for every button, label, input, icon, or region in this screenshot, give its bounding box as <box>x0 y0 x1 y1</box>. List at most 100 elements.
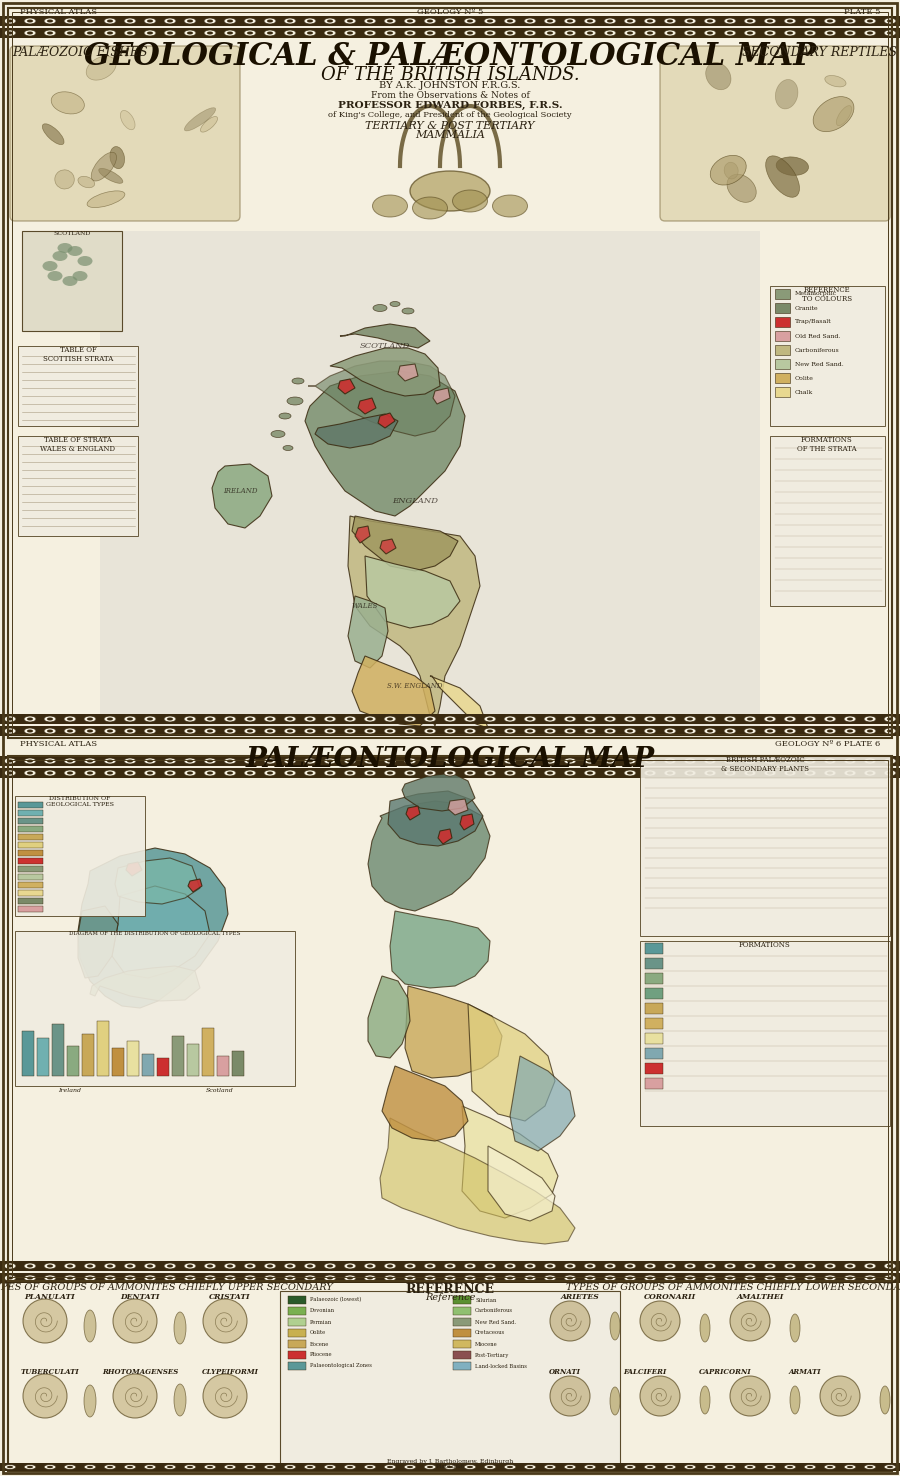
Ellipse shape <box>787 729 793 732</box>
Ellipse shape <box>84 1464 96 1470</box>
Ellipse shape <box>144 30 156 35</box>
Ellipse shape <box>644 30 656 35</box>
Ellipse shape <box>284 1275 296 1281</box>
Ellipse shape <box>467 19 473 22</box>
Ellipse shape <box>121 111 135 130</box>
Bar <box>18 897 43 903</box>
Ellipse shape <box>627 1265 633 1268</box>
Ellipse shape <box>387 31 393 34</box>
Text: DENTATI: DENTATI <box>121 1293 160 1300</box>
Ellipse shape <box>47 717 53 720</box>
Ellipse shape <box>23 1374 67 1418</box>
Ellipse shape <box>407 31 413 34</box>
Ellipse shape <box>804 770 816 776</box>
Ellipse shape <box>827 772 833 775</box>
Ellipse shape <box>187 772 193 775</box>
Ellipse shape <box>844 770 856 776</box>
Polygon shape <box>338 379 355 394</box>
Ellipse shape <box>127 31 133 34</box>
Ellipse shape <box>267 760 273 763</box>
Bar <box>18 841 43 849</box>
Ellipse shape <box>404 1464 416 1470</box>
Ellipse shape <box>587 31 593 34</box>
Text: TYPES OF GROUPS OF AMMONITES CHIEFLY UPPER SECONDARY: TYPES OF GROUPS OF AMMONITES CHIEFLY UPP… <box>0 1283 332 1292</box>
Ellipse shape <box>344 1263 356 1269</box>
Ellipse shape <box>864 18 876 24</box>
Ellipse shape <box>327 772 333 775</box>
Ellipse shape <box>67 31 73 34</box>
Ellipse shape <box>487 19 493 22</box>
Bar <box>8 7 892 738</box>
Polygon shape <box>382 1066 468 1141</box>
Ellipse shape <box>284 1464 296 1470</box>
Ellipse shape <box>524 30 536 35</box>
Ellipse shape <box>704 1275 716 1281</box>
Bar <box>280 1292 620 1466</box>
Ellipse shape <box>444 30 456 35</box>
Ellipse shape <box>427 1277 433 1280</box>
Ellipse shape <box>247 19 253 22</box>
Ellipse shape <box>407 717 413 720</box>
Text: GEOLOGY Nº 6 PLATE 6: GEOLOGY Nº 6 PLATE 6 <box>775 739 880 748</box>
Ellipse shape <box>184 108 216 131</box>
Bar <box>15 796 145 917</box>
Polygon shape <box>390 911 490 987</box>
Ellipse shape <box>444 1275 456 1281</box>
Ellipse shape <box>807 1466 813 1469</box>
Ellipse shape <box>687 31 693 34</box>
Ellipse shape <box>567 729 573 732</box>
Ellipse shape <box>267 772 273 775</box>
Ellipse shape <box>844 18 856 24</box>
Bar <box>775 387 790 397</box>
Ellipse shape <box>684 30 696 35</box>
Ellipse shape <box>27 1277 33 1280</box>
Ellipse shape <box>844 1464 856 1470</box>
Ellipse shape <box>687 19 693 22</box>
Ellipse shape <box>547 1265 553 1268</box>
Ellipse shape <box>704 728 716 734</box>
Ellipse shape <box>364 18 376 24</box>
Text: Metamorphic: Metamorphic <box>795 291 837 297</box>
Ellipse shape <box>587 1466 593 1469</box>
Ellipse shape <box>44 1464 56 1470</box>
Ellipse shape <box>324 770 336 776</box>
Ellipse shape <box>107 717 113 720</box>
Ellipse shape <box>107 1265 113 1268</box>
Ellipse shape <box>224 30 236 35</box>
Ellipse shape <box>887 729 893 732</box>
Ellipse shape <box>384 18 396 24</box>
Ellipse shape <box>424 759 436 765</box>
Ellipse shape <box>744 1275 756 1281</box>
Ellipse shape <box>387 717 393 720</box>
Ellipse shape <box>164 1464 176 1470</box>
Bar <box>18 818 43 824</box>
Text: GEOLOGICAL & PALÆONTOLOGICAL MAP: GEOLOGICAL & PALÆONTOLOGICAL MAP <box>84 41 816 72</box>
Ellipse shape <box>707 729 713 732</box>
Ellipse shape <box>127 760 133 763</box>
Ellipse shape <box>364 1275 376 1281</box>
Ellipse shape <box>664 1275 676 1281</box>
Ellipse shape <box>584 1263 596 1269</box>
Polygon shape <box>348 596 388 669</box>
Ellipse shape <box>447 1466 453 1469</box>
Ellipse shape <box>867 1466 873 1469</box>
Ellipse shape <box>204 18 216 24</box>
Ellipse shape <box>84 770 96 776</box>
Ellipse shape <box>504 716 516 722</box>
Polygon shape <box>380 1117 575 1244</box>
Ellipse shape <box>107 19 113 22</box>
Ellipse shape <box>287 760 293 763</box>
Ellipse shape <box>647 772 653 775</box>
Ellipse shape <box>387 1277 393 1280</box>
Ellipse shape <box>504 18 516 24</box>
Ellipse shape <box>24 1263 36 1269</box>
Ellipse shape <box>4 1275 16 1281</box>
Ellipse shape <box>167 19 173 22</box>
Ellipse shape <box>824 1275 836 1281</box>
Ellipse shape <box>51 92 85 114</box>
Ellipse shape <box>203 1299 247 1343</box>
Ellipse shape <box>404 770 416 776</box>
Ellipse shape <box>304 728 316 734</box>
Ellipse shape <box>550 1376 590 1415</box>
Ellipse shape <box>267 1277 273 1280</box>
